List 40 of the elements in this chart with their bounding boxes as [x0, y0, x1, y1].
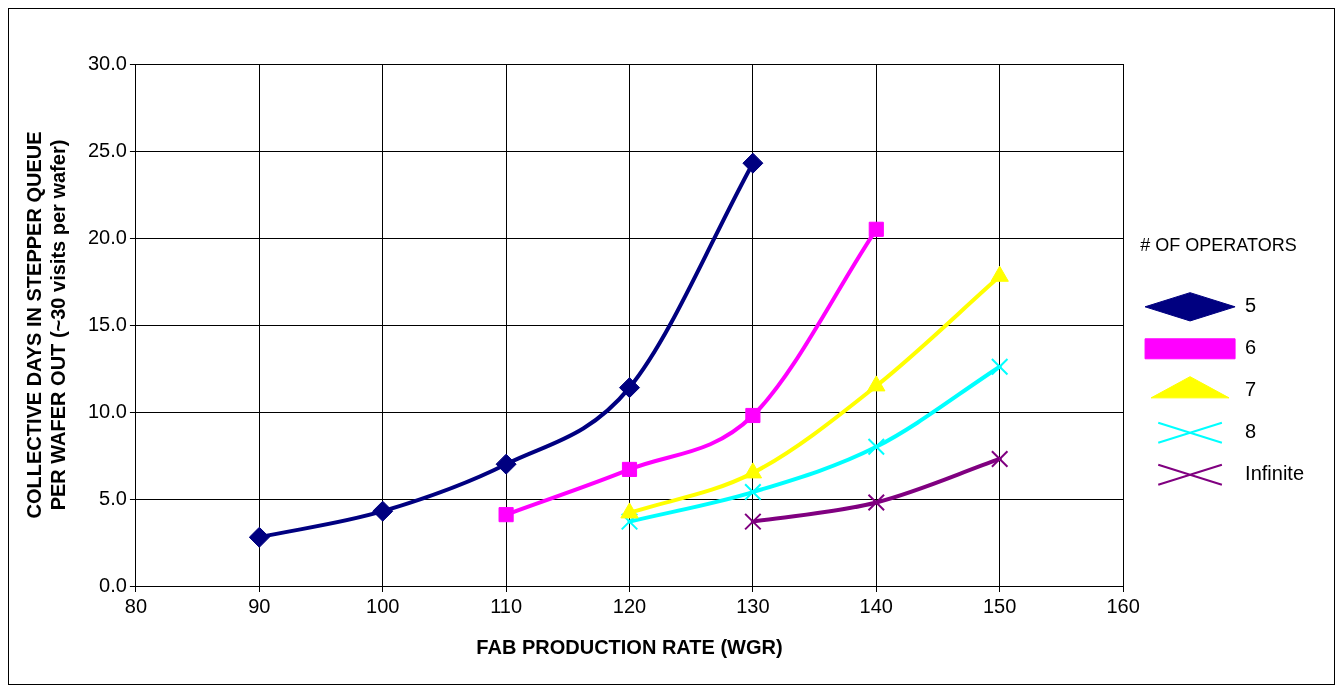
x-tick-label: 110	[490, 594, 523, 617]
x-tick-label: 140	[859, 594, 893, 617]
point	[372, 500, 394, 522]
x-tick-label: 120	[612, 594, 647, 617]
point	[867, 438, 886, 456]
x-tick-label: 150	[982, 594, 1017, 617]
point	[495, 453, 517, 475]
point	[744, 512, 762, 531]
point	[621, 461, 638, 477]
point	[248, 526, 270, 548]
x-tick-label: 100	[366, 594, 400, 617]
y-tick-label: 30.0	[87, 51, 127, 74]
legend-title: # OF OPERATORS	[1140, 235, 1297, 256]
x-axis-title: FAB PRODUCTION RATE (WGR)	[476, 635, 783, 658]
point	[868, 221, 884, 237]
point	[745, 407, 761, 424]
point	[744, 483, 762, 501]
y-tick-label: 25.0	[87, 138, 127, 161]
point	[498, 507, 514, 523]
point	[619, 377, 640, 399]
x-tick-label: 130	[736, 594, 770, 617]
y-tick-label: 20.0	[87, 225, 127, 248]
point	[742, 152, 764, 174]
legend-label: Infinite	[1245, 462, 1305, 485]
y-tick-label: 10.0	[87, 399, 127, 422]
x-tick-label: 160	[1106, 594, 1140, 617]
point	[620, 512, 639, 531]
legend-label: 7	[1245, 378, 1257, 401]
legend-label: 8	[1245, 420, 1257, 443]
y-tick-label: 5.0	[99, 486, 127, 509]
y-axis-title: COLLECTIVE DAYS IN STEPPER QUEUE PER WAFER OUT (~30 visits per wafer)	[22, 131, 69, 519]
x-tick-label: 90	[248, 594, 271, 617]
y-tick-label: 15.0	[87, 312, 127, 335]
legend-label: 5	[1245, 294, 1257, 317]
legend-label: 6	[1245, 336, 1257, 359]
point	[867, 493, 886, 512]
point	[990, 450, 1009, 468]
y-tick-label: 0.0	[99, 573, 127, 596]
point	[990, 357, 1009, 376]
x-tick-label: 80	[124, 594, 148, 617]
